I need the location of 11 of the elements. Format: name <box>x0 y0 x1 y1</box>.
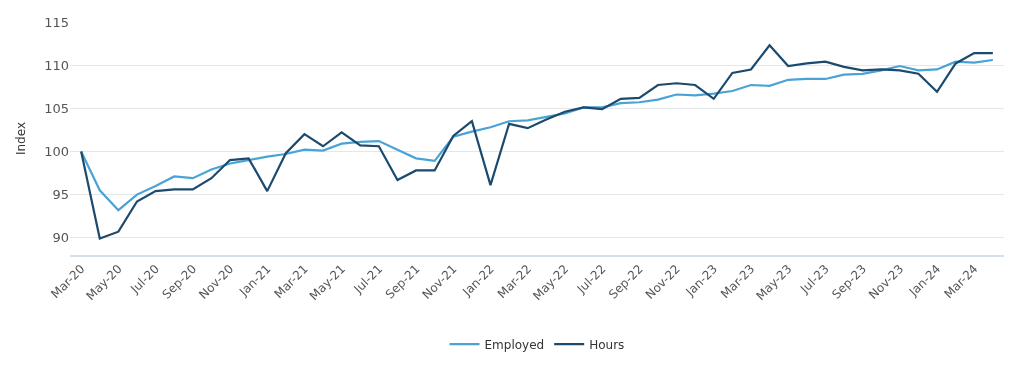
y-tick-label: 110 <box>44 57 69 73</box>
legend-label: Employed <box>484 337 545 352</box>
line-series <box>80 58 994 212</box>
y-tick-label: 105 <box>44 100 69 116</box>
y-tick-label: 100 <box>44 143 69 159</box>
y-axis-title: Index <box>14 121 29 156</box>
y-tick-label: 115 <box>44 14 69 30</box>
y-tick-label: 90 <box>52 230 69 246</box>
line-series <box>80 44 994 240</box>
legend-label: Hours <box>589 337 625 352</box>
y-tick-label: 95 <box>52 187 69 203</box>
